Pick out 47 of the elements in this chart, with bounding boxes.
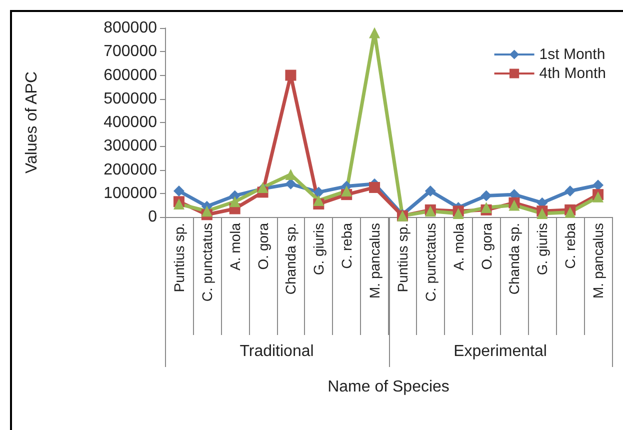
point — [313, 186, 324, 198]
point — [564, 206, 576, 218]
x-tick-label: C. punctatus — [198, 223, 215, 302]
y-tick-label: 300000 — [104, 138, 158, 155]
point — [369, 27, 380, 38]
point — [285, 70, 296, 81]
point — [173, 186, 184, 197]
y-tick-label: 600000 — [104, 66, 158, 84]
point — [229, 196, 240, 208]
point — [369, 182, 380, 193]
text: Experimental — [452, 343, 548, 361]
point — [480, 190, 492, 202]
x-tick-label: M. pancalus — [366, 223, 383, 298]
x-tick-label: Puntius sp. — [170, 223, 187, 292]
point — [341, 186, 352, 197]
x-tick-label: A. mola — [450, 222, 466, 270]
x-tick-label: C. reba — [338, 222, 355, 269]
x-tick-label: O. gora — [254, 222, 271, 270]
x-tick-label: O. gora — [478, 222, 494, 270]
legend-label: 4th Month — [539, 65, 606, 82]
point — [508, 200, 520, 211]
y-tick-label: 400000 — [104, 114, 158, 131]
x-tick-label: C. punctatus — [422, 223, 438, 302]
x-tick-label: C. reba — [562, 222, 578, 269]
x-tick-label: Chanda sp. — [282, 223, 299, 295]
x-tick-label: M. pancalus — [590, 223, 606, 298]
y-tick-label: 200000 — [104, 161, 158, 178]
y-tick-label: 500000 — [104, 90, 158, 108]
x-axis-title: Name of Species — [328, 378, 450, 396]
y-axis-title: Values of APC — [24, 72, 40, 174]
x-tick-label: G. giuris — [534, 223, 550, 276]
legend-label: 1st Month — [539, 46, 606, 63]
point — [424, 186, 436, 197]
x-tick-label: Chanda sp. — [506, 223, 522, 295]
point — [201, 206, 212, 217]
x-tick-label: Puntius sp. — [394, 223, 410, 292]
y-tick-label: 800000 — [104, 20, 158, 36]
y-tick-label: 700000 — [104, 43, 158, 60]
y-tick-label: 100000 — [104, 184, 158, 202]
text: Traditional — [238, 343, 315, 361]
y-tick-label: 0 — [148, 208, 158, 226]
point — [592, 180, 604, 191]
point — [173, 198, 184, 210]
x-tick-label: G. giuris — [310, 223, 327, 276]
x-tick-label: A. mola — [226, 222, 243, 270]
point — [313, 194, 324, 206]
point — [564, 186, 576, 197]
